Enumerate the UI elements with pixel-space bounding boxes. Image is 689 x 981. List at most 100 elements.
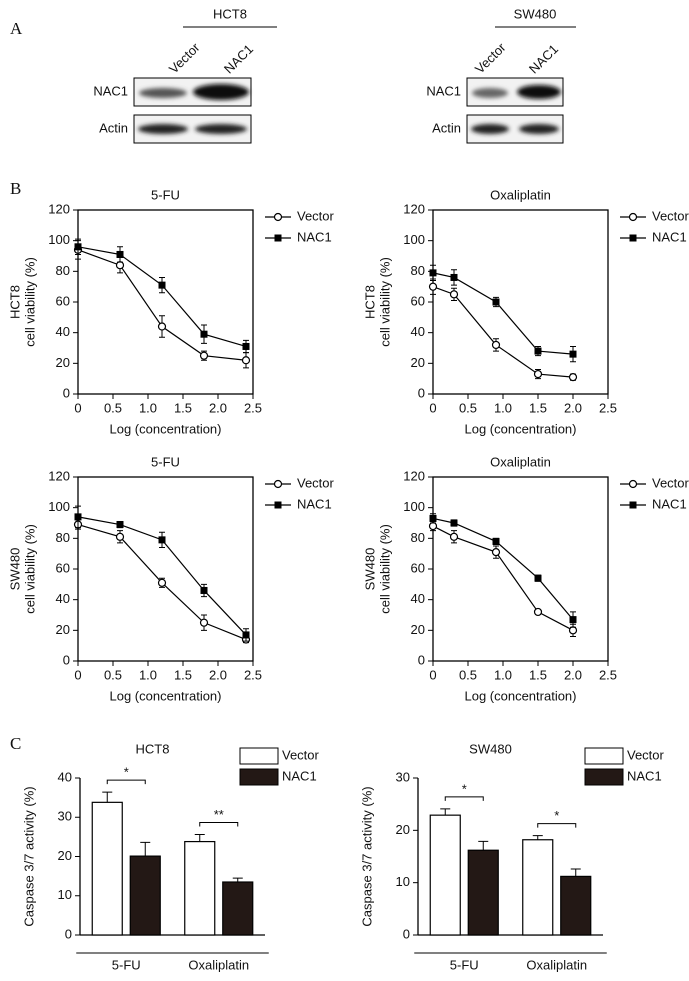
x-tick-label: 1.0	[494, 400, 512, 415]
row-label: Actin	[99, 120, 128, 135]
chart-title: Oxaliplatin	[490, 187, 551, 202]
y-tick-label: 20	[396, 822, 410, 837]
x-tick-label: Oxaliplatin	[188, 957, 249, 972]
chart-title: Oxaliplatin	[490, 454, 551, 469]
error-bar	[478, 840, 489, 851]
band	[139, 88, 187, 98]
plot-frame	[432, 209, 609, 395]
data-point	[428, 521, 438, 531]
data-point	[200, 330, 208, 338]
data-point	[115, 261, 125, 270]
legend-label: NAC1	[652, 496, 687, 511]
x-axis-label: Log (concentration)	[109, 421, 221, 436]
x-tick-label: 2.5	[599, 667, 617, 682]
bar	[560, 875, 592, 936]
data-point	[533, 607, 543, 617]
y-axis-label: cell viability (%)	[22, 257, 37, 347]
legend-marker	[274, 234, 282, 242]
bar	[222, 881, 254, 936]
bar	[129, 855, 161, 936]
x-tick-label: 0.5	[459, 667, 477, 682]
y-tick-label: 30	[58, 809, 72, 824]
x-tick-label: 1.0	[494, 667, 512, 682]
data-point	[568, 373, 578, 382]
y-tick-label: 20	[58, 848, 72, 863]
significance-label: *	[124, 765, 129, 780]
data-point	[491, 548, 501, 557]
data-point	[200, 586, 208, 594]
x-tick-label: 2.0	[564, 667, 582, 682]
band	[138, 124, 188, 134]
data-point	[534, 574, 542, 582]
chart-title: HCT8	[136, 741, 170, 756]
legend-label: NAC1	[282, 768, 317, 783]
legend-marker	[274, 501, 282, 509]
error-bar	[532, 835, 543, 840]
data-point	[199, 351, 209, 360]
y-axis-label: Caspase 3/7 activity (%)	[359, 786, 374, 926]
blot: HCT8 Vector NAC1 NAC1 Actin	[93, 6, 277, 144]
data-point	[241, 356, 251, 365]
y-tick-label: 30	[396, 769, 410, 784]
legend-marker	[629, 501, 637, 509]
row-label: NAC1	[426, 83, 461, 98]
data-point	[157, 322, 167, 331]
plot-frame	[77, 209, 254, 395]
panel-label: C	[10, 734, 21, 753]
y-tick-label: 120	[48, 468, 70, 483]
x-tick-label: Oxaliplatin	[526, 957, 587, 972]
y-tick-label: 40	[56, 591, 70, 606]
series-line	[77, 249, 247, 361]
significance-bracket	[199, 822, 239, 827]
data-point	[116, 250, 124, 258]
legend-label: Vector	[297, 475, 335, 490]
x-axis-label: Log (concentration)	[464, 421, 576, 436]
significance-bracket	[444, 796, 484, 801]
row-label: Actin	[432, 120, 461, 135]
significance-bracket	[106, 779, 146, 785]
y-axis-label: cell viability (%)	[377, 524, 392, 614]
x-tick-label: 5-FU	[112, 957, 141, 972]
band	[472, 88, 508, 98]
legend-label: Vector	[297, 208, 335, 223]
x-tick-label: 2.5	[599, 400, 617, 415]
plot-frame	[432, 476, 609, 662]
x-tick-label: 1.5	[529, 400, 547, 415]
y-tick-label: 0	[63, 385, 70, 400]
x-tick-label: 2.0	[209, 667, 227, 682]
significance-bracket	[537, 823, 577, 828]
panel-label: A	[10, 19, 23, 38]
data-point	[116, 521, 124, 529]
data-point	[492, 537, 500, 545]
bar	[467, 849, 499, 936]
panel-label: B	[10, 179, 21, 198]
y-tick-label: 100	[48, 499, 70, 514]
data-point	[74, 243, 82, 251]
y-tick-label: 0	[418, 385, 425, 400]
data-point	[242, 342, 250, 350]
y-axis-label: cell viability (%)	[22, 524, 37, 614]
error-bar	[440, 808, 451, 816]
band	[519, 124, 559, 134]
y-tick-label: 20	[411, 622, 425, 637]
y-tick-label: 60	[56, 560, 70, 575]
x-tick-label: 0.5	[459, 400, 477, 415]
legend-label: NAC1	[652, 229, 687, 244]
x-tick-label: 1.0	[139, 400, 157, 415]
x-tick-label: 2.0	[564, 400, 582, 415]
error-bar	[232, 877, 243, 883]
y-tick-label: 0	[403, 926, 410, 941]
x-tick-label: 1.5	[174, 400, 192, 415]
x-tick-label: 0	[429, 667, 436, 682]
data-point	[492, 298, 500, 306]
y-axis-label: cell viability (%)	[377, 257, 392, 347]
x-tick-label: 1.5	[174, 667, 192, 682]
legend-marker	[273, 212, 283, 222]
error-bar	[194, 834, 205, 842]
legend-marker	[628, 212, 638, 222]
chart-title: 5-FU	[151, 187, 180, 202]
significance-label: *	[554, 808, 559, 823]
x-tick-label: 0	[74, 400, 81, 415]
blot-group: SW480	[514, 6, 557, 21]
band	[471, 124, 509, 134]
